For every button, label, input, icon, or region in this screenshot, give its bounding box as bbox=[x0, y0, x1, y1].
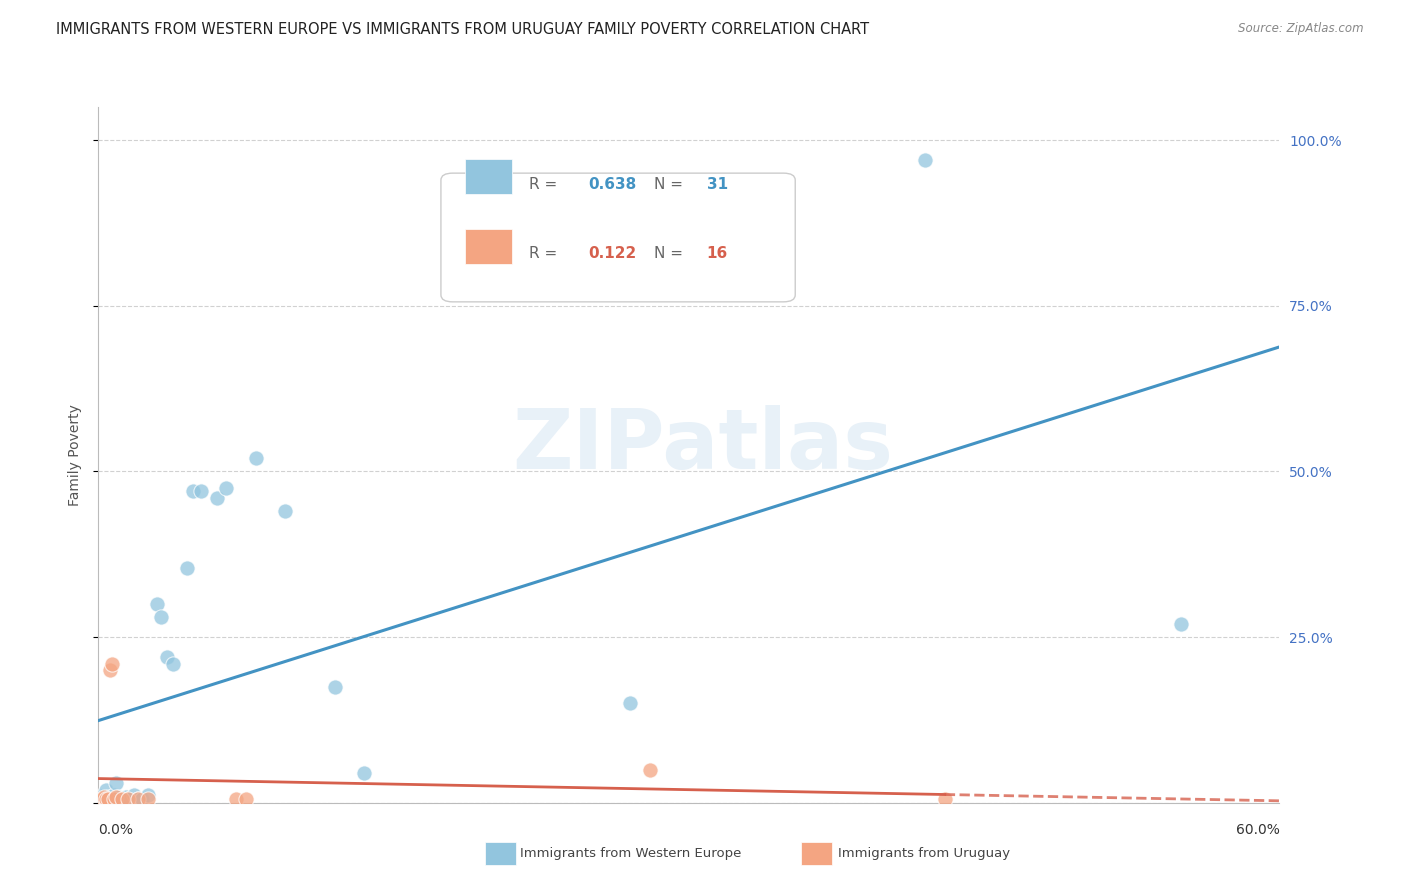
Point bbox=[136, 788, 159, 802]
Point bbox=[323, 680, 346, 694]
Bar bbox=[464, 159, 512, 194]
Text: R =: R = bbox=[530, 246, 562, 261]
Point bbox=[117, 792, 139, 806]
Point bbox=[98, 792, 121, 806]
Point bbox=[181, 484, 204, 499]
Text: N =: N = bbox=[654, 177, 688, 192]
Point bbox=[111, 792, 134, 806]
Text: 31: 31 bbox=[707, 177, 728, 192]
Point bbox=[127, 792, 149, 806]
Y-axis label: Family Poverty: Family Poverty bbox=[67, 404, 82, 506]
Point bbox=[115, 790, 138, 805]
Point bbox=[103, 788, 125, 802]
Point bbox=[105, 776, 128, 790]
Text: N =: N = bbox=[654, 246, 688, 261]
Point bbox=[638, 763, 661, 777]
Point bbox=[111, 792, 134, 806]
Point bbox=[98, 663, 121, 677]
Point bbox=[91, 792, 114, 806]
Text: 0.638: 0.638 bbox=[589, 177, 637, 192]
FancyBboxPatch shape bbox=[441, 173, 796, 301]
Point bbox=[914, 153, 936, 167]
Point bbox=[934, 792, 956, 806]
Point bbox=[97, 792, 120, 806]
Point bbox=[93, 790, 115, 805]
Point bbox=[1170, 616, 1192, 631]
Point bbox=[136, 792, 159, 806]
Point bbox=[122, 788, 145, 802]
Text: 0.0%: 0.0% bbox=[98, 823, 134, 837]
Point bbox=[96, 782, 118, 797]
Text: ZIPatlas: ZIPatlas bbox=[513, 406, 893, 486]
Text: Immigrants from Uruguay: Immigrants from Uruguay bbox=[838, 847, 1010, 860]
Point bbox=[225, 792, 247, 806]
Point bbox=[162, 657, 184, 671]
Point bbox=[215, 481, 238, 495]
Point bbox=[156, 650, 179, 665]
Point bbox=[274, 504, 297, 518]
Point bbox=[131, 792, 153, 806]
Point bbox=[117, 792, 139, 806]
Point bbox=[107, 790, 129, 805]
Point bbox=[105, 790, 128, 805]
Point bbox=[103, 792, 125, 806]
Point bbox=[205, 491, 228, 505]
Text: 0.122: 0.122 bbox=[589, 246, 637, 261]
Point bbox=[146, 597, 169, 611]
Point bbox=[127, 792, 149, 806]
Point bbox=[235, 792, 257, 806]
Text: 60.0%: 60.0% bbox=[1236, 823, 1279, 837]
Text: Source: ZipAtlas.com: Source: ZipAtlas.com bbox=[1239, 22, 1364, 36]
Point bbox=[96, 792, 118, 806]
Text: IMMIGRANTS FROM WESTERN EUROPE VS IMMIGRANTS FROM URUGUAY FAMILY POVERTY CORRELA: IMMIGRANTS FROM WESTERN EUROPE VS IMMIGR… bbox=[56, 22, 869, 37]
Point bbox=[93, 792, 115, 806]
Point bbox=[245, 451, 267, 466]
Text: R =: R = bbox=[530, 177, 562, 192]
Point bbox=[91, 789, 114, 804]
Point bbox=[190, 484, 212, 499]
Point bbox=[353, 766, 375, 780]
Bar bbox=[464, 228, 512, 263]
Point bbox=[176, 560, 198, 574]
Point bbox=[97, 790, 120, 805]
Text: Immigrants from Western Europe: Immigrants from Western Europe bbox=[520, 847, 741, 860]
Point bbox=[150, 610, 173, 624]
Text: 16: 16 bbox=[707, 246, 728, 261]
Point bbox=[101, 657, 124, 671]
Point bbox=[619, 697, 641, 711]
